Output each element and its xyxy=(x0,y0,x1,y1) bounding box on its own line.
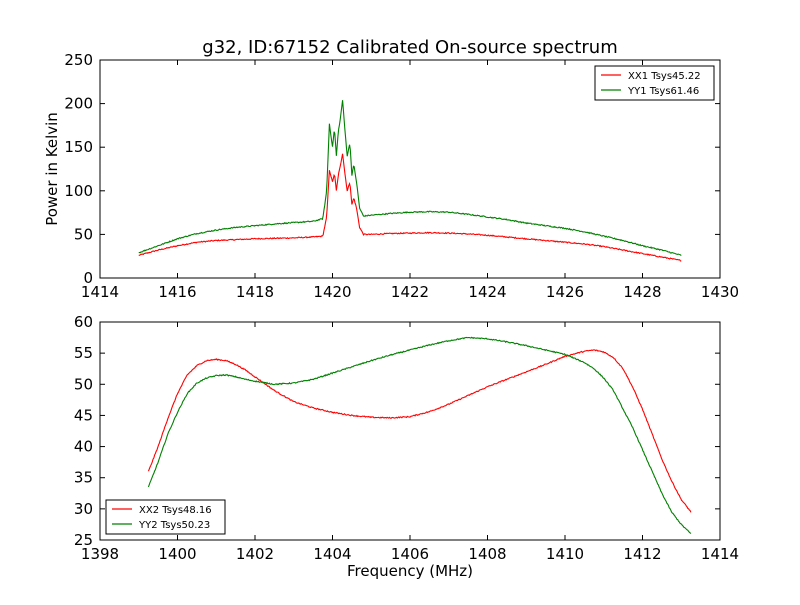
y-tick-label: 250 xyxy=(64,51,93,69)
legend-box xyxy=(105,499,226,535)
series-line-xx xyxy=(147,349,692,513)
x-tick-label: 1398 xyxy=(81,545,119,563)
x-tick-label: 1400 xyxy=(158,545,196,563)
y-tick-label: 200 xyxy=(64,95,93,113)
y-axis-label: Power in Kelvin xyxy=(43,112,61,226)
x-tick-label: 1420 xyxy=(313,283,351,301)
x-tick-label: 1402 xyxy=(236,545,274,563)
y-tick-label: 0 xyxy=(83,269,93,287)
x-axis-label: Frequency (MHz) xyxy=(347,562,473,580)
x-tick-label: 1426 xyxy=(546,283,584,301)
y-tick-label: 30 xyxy=(74,500,93,518)
x-tick-label: 1416 xyxy=(158,283,196,301)
top-plot: 1414 1416 1418 1420 1422 1424 1426 1428 1430 0 50 1… xyxy=(43,51,739,301)
x-tick-label: 1404 xyxy=(313,545,351,563)
y-tick-label: 55 xyxy=(74,344,93,362)
legend-box xyxy=(594,65,715,101)
bottom-plot: 1398 1400 1402 1404 1406 1408 1410 1412 1414 25 30… xyxy=(74,313,739,580)
x-tick-label: 1406 xyxy=(391,545,429,563)
x-tick-label: 1428 xyxy=(623,283,661,301)
legend-label: XX1 Tsys45.22 xyxy=(628,71,701,82)
legend-label: YY1 Tsys61.46 xyxy=(627,86,699,97)
y-tick-label: 40 xyxy=(74,438,93,456)
y-tick-label: 50 xyxy=(74,225,93,243)
x-tick-label: 1418 xyxy=(236,283,274,301)
chart-title: g32, ID:67152 Calibrated On-source spect… xyxy=(202,37,617,58)
series-line-yy xyxy=(147,336,692,534)
x-tick-label: 1430 xyxy=(701,283,739,301)
x-tick-label: 1414 xyxy=(81,283,119,301)
y-tick-label: 60 xyxy=(74,313,93,331)
y-tick-label: 150 xyxy=(64,138,93,156)
y-tick-label: 50 xyxy=(74,375,93,393)
legend-label: XX2 Tsys48.16 xyxy=(139,505,212,516)
x-tick-label: 1424 xyxy=(468,283,506,301)
x-tick-label: 1410 xyxy=(546,545,584,563)
y-tick-label: 35 xyxy=(74,469,93,487)
series-line-xx xyxy=(138,153,682,262)
x-tick-label: 1408 xyxy=(468,545,506,563)
x-tick-label: 1422 xyxy=(391,283,429,301)
y-tick-label: 25 xyxy=(74,531,93,549)
y-tick-label: 100 xyxy=(64,182,93,200)
x-tick-label: 1412 xyxy=(623,545,661,563)
x-tick-label: 1414 xyxy=(701,545,739,563)
legend-label: YY2 Tsys50.23 xyxy=(138,520,210,531)
y-tick-label: 45 xyxy=(74,406,93,424)
series-line-yy xyxy=(138,100,682,256)
